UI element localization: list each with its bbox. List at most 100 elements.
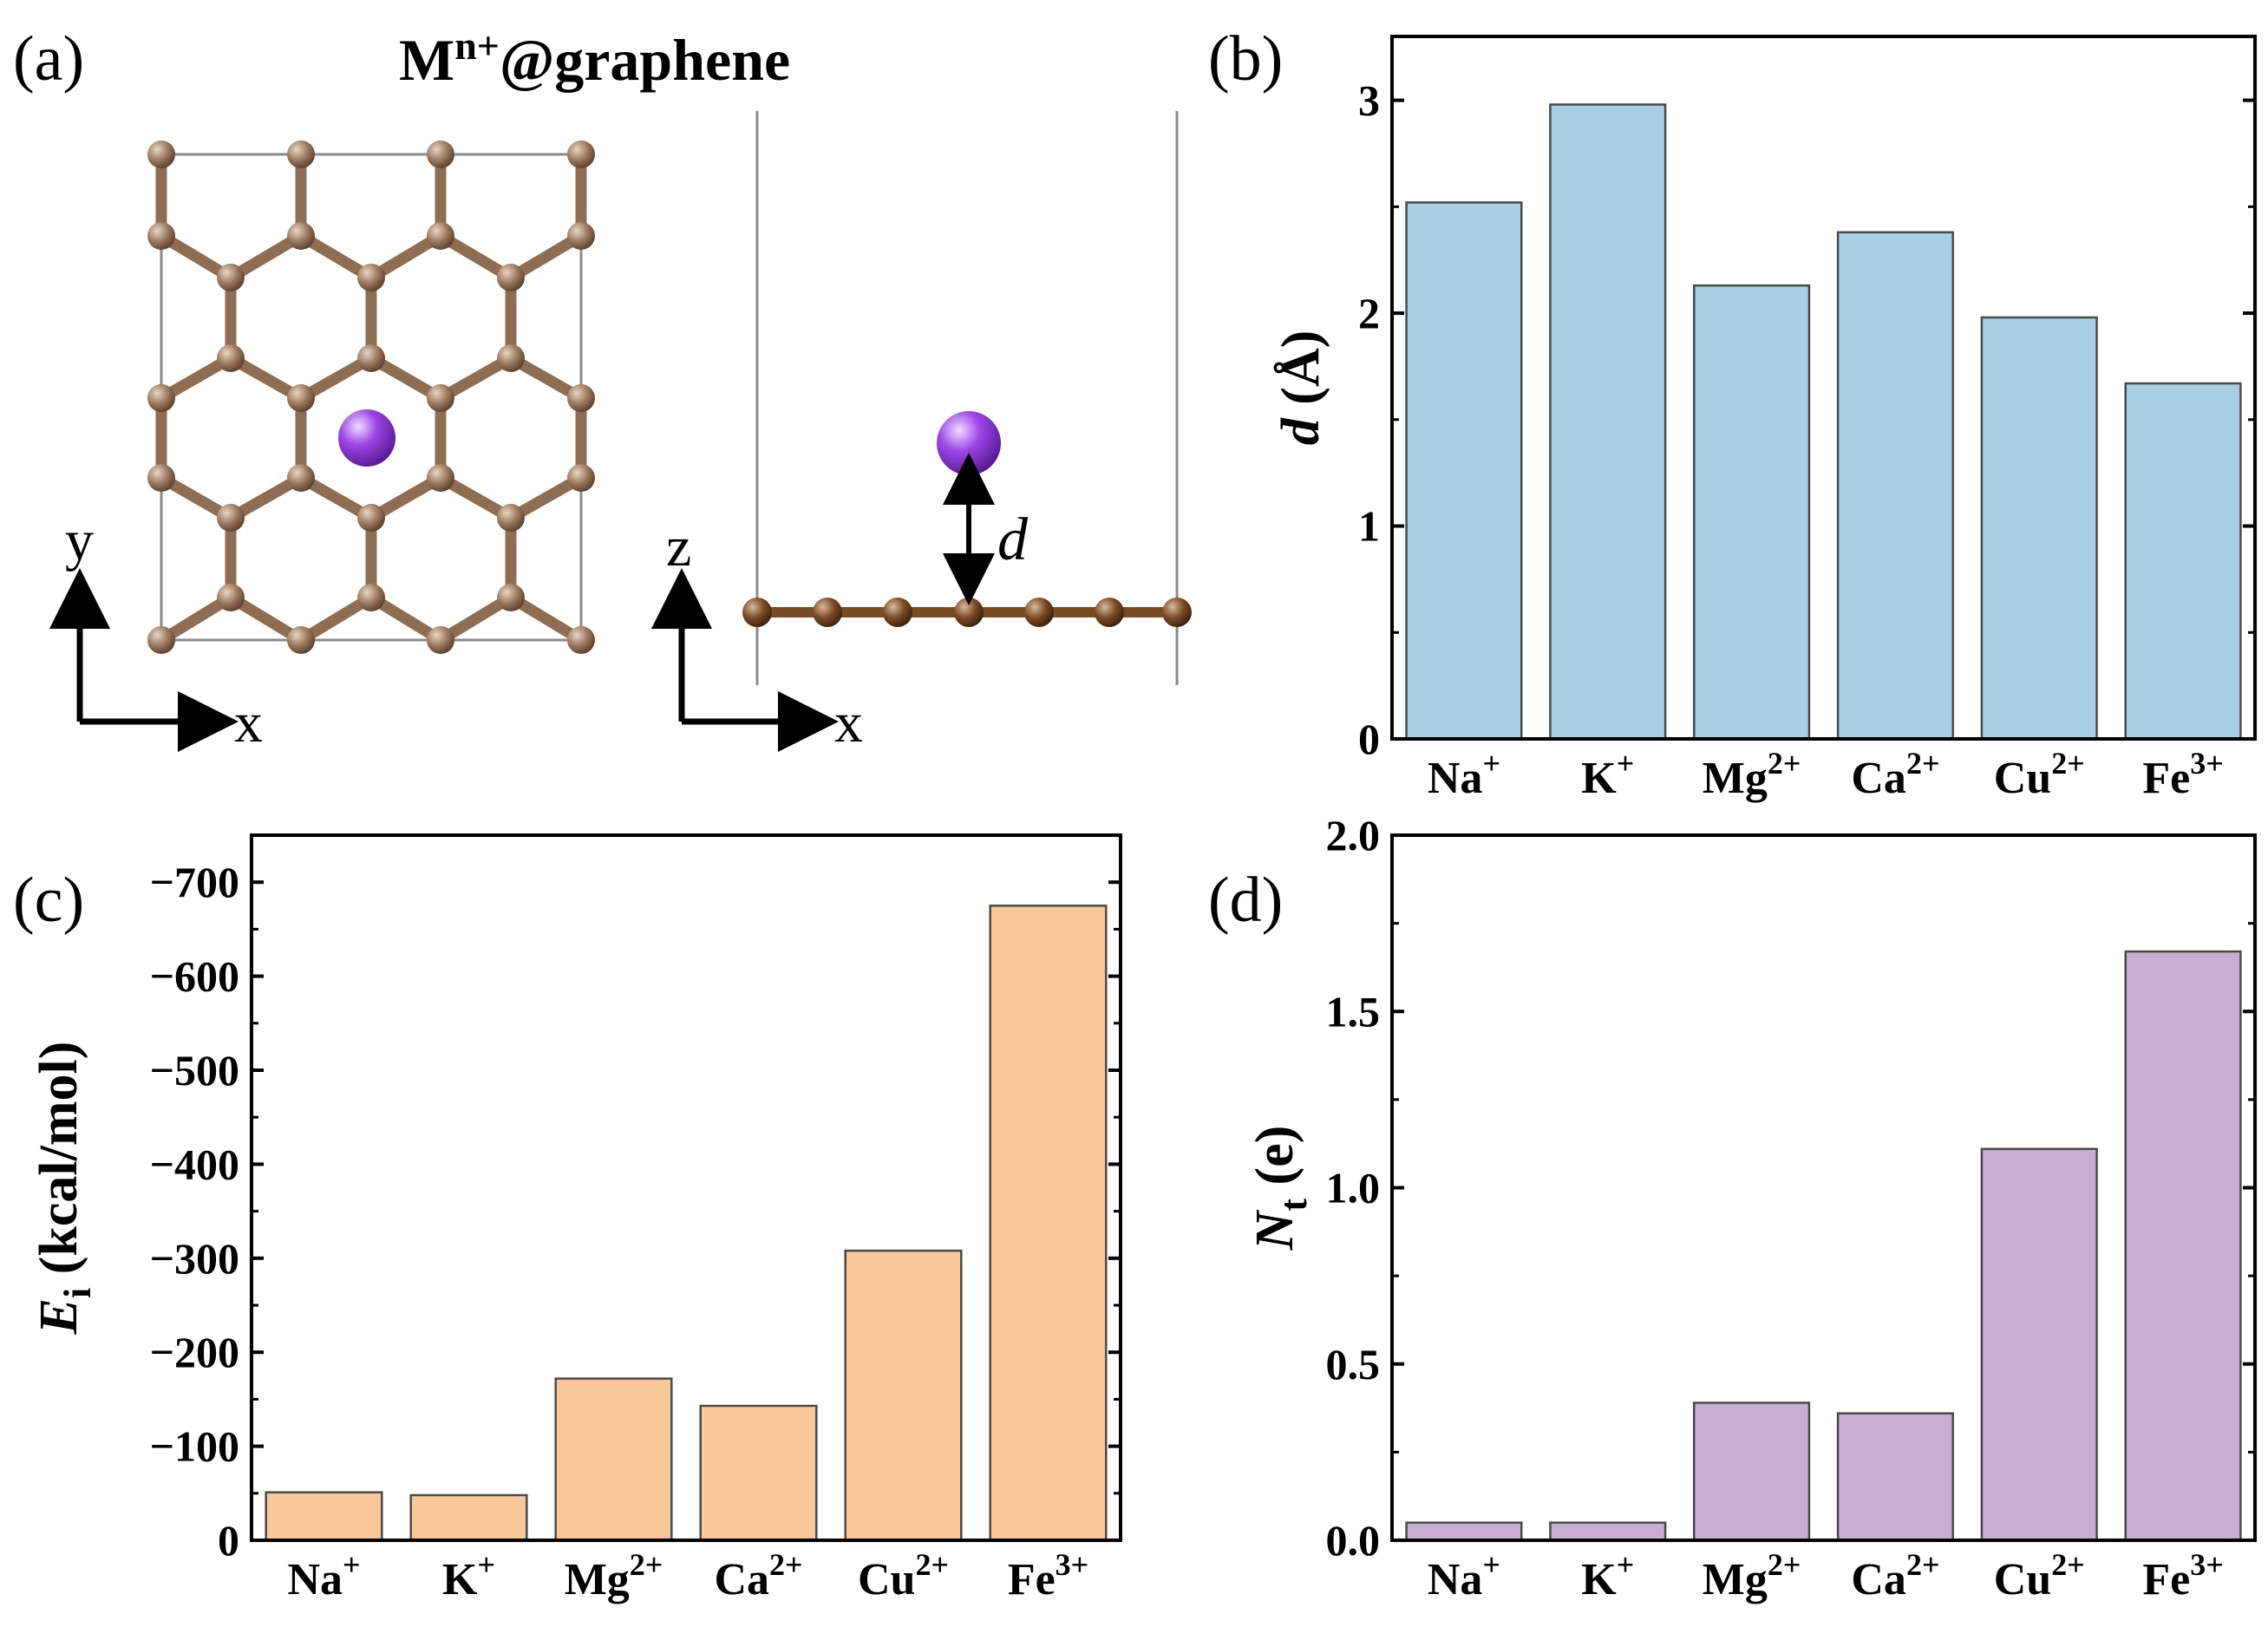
metal-ion-side [937, 411, 1001, 475]
side-carbon-atom [1024, 598, 1054, 627]
carbon-atom [427, 384, 454, 412]
bar-fe [2124, 382, 2242, 741]
y-tick-label: −600 [150, 952, 240, 1001]
x-tick-label: Na+ [287, 1547, 360, 1604]
carbon-atom [287, 464, 315, 492]
carbon-atom [147, 140, 175, 168]
bar-ca [1836, 231, 1954, 741]
y-tick-label: 1.0 [1326, 1164, 1381, 1212]
bar-k [1549, 1521, 1667, 1542]
carbon-atom [287, 626, 315, 654]
x-tick-label: Ca2+ [714, 1547, 802, 1604]
carbon-atom [357, 504, 385, 532]
top-view-axes: y x [49, 509, 263, 755]
plot-frame [1390, 35, 2257, 741]
bar-na [1405, 1521, 1523, 1542]
y-tick-label: 0 [1358, 715, 1380, 763]
chart-b: 0 1 2 3 Na+ K+ Mg2+ Ca2+ Cu2+ Fe3+ d (Å) [1271, 35, 2257, 803]
bar-cu [844, 1249, 963, 1542]
y-tick-label: 1.5 [1326, 987, 1381, 1036]
x-tick-label: K+ [442, 1547, 495, 1604]
carbon-atom [217, 264, 245, 291]
panel-d-label: (d) [1208, 865, 1283, 936]
panel-c-label: (c) [13, 865, 84, 936]
bar-k [409, 1493, 528, 1542]
y-tick-label: 3 [1358, 76, 1380, 125]
carbon-atom [567, 384, 595, 412]
y-tick-label: 0.5 [1326, 1340, 1381, 1389]
side-view-axes: z x [651, 515, 863, 755]
carbon-bonds [155, 148, 587, 646]
x-tick-label: Ca2+ [1851, 746, 1939, 803]
carbon-atom [217, 584, 245, 611]
x-tick-label: Na+ [1428, 1547, 1500, 1604]
side-carbon-atom [954, 598, 984, 627]
y-tick-label: −700 [150, 858, 240, 906]
carbon-atom [287, 222, 315, 250]
y-tick-label: −500 [150, 1046, 240, 1094]
carbon-atom [357, 584, 385, 611]
x-tick-label: Cu2+ [858, 1547, 949, 1604]
carbon-atom [497, 264, 525, 291]
x-tick-label: Mg2+ [1703, 746, 1801, 803]
x-tick-label: Fe3+ [2142, 1547, 2223, 1604]
y-tick-label: −300 [150, 1234, 240, 1283]
carbon-atom [497, 344, 525, 372]
x-tick-label: K+ [1581, 1547, 1634, 1604]
chart-c: 0 −100 −200 −300 −400 −500 −600 −700 Na+ K+ Mg2+ Ca… [29, 833, 1122, 1604]
chart-d: 0.0 0.5 1.0 1.5 2.0 Na+ K+ Mg2+ Ca2+ Cu2+ Fe3+ Nt (… [1245, 811, 2257, 1604]
carbon-atom [287, 140, 315, 168]
y-tick-label: −400 [150, 1140, 240, 1188]
side-carbon-atom [1095, 598, 1124, 627]
x-tick-label: Mg2+ [1703, 1547, 1801, 1604]
carbon-atom [147, 464, 175, 492]
carbon-atom [357, 344, 385, 372]
y-tick-label: 0.0 [1326, 1516, 1381, 1565]
carbon-atom [147, 222, 175, 250]
carbon-atom [427, 140, 454, 168]
bar-na [1405, 201, 1523, 741]
panel-b: (b) 0 1 2 3 Na+ K+ Mg2+ Ca2+ Cu2+ Fe3+ d (Å) [1208, 23, 2257, 803]
panel-a-label: (a) [13, 23, 84, 95]
side-carbon-atom [883, 598, 912, 627]
graphene-top-view [147, 140, 595, 654]
carbon-atom [427, 222, 454, 250]
carbon-atom [427, 626, 454, 654]
panel-a-title: Mn+@graphene [399, 23, 790, 93]
x-tick-label: K+ [1581, 746, 1634, 803]
y-axis-label: Nt (e) [1245, 1126, 1315, 1251]
panel-a: (a) Mn+@graphene y x d [13, 23, 1192, 755]
axis-x-label: x [234, 691, 263, 755]
bar-ca [699, 1404, 818, 1542]
carbon-atom [567, 222, 595, 250]
distance-label: d [997, 506, 1029, 573]
plot-frame [250, 833, 1122, 1542]
carbon-atom [217, 344, 245, 372]
x-tick-label: Cu2+ [1994, 1547, 2085, 1604]
x-tick-label: Mg2+ [565, 1547, 663, 1604]
bar-mg [1693, 1402, 1811, 1542]
side-carbon-atom [1162, 598, 1192, 627]
x-tick-label: Fe3+ [1008, 1547, 1088, 1604]
carbon-atom [427, 464, 454, 492]
bar-fe [2124, 950, 2242, 1542]
carbon-atom [147, 626, 175, 654]
y-tick-label: −200 [150, 1328, 240, 1376]
x-tick-label: Cu2+ [1994, 746, 2085, 803]
carbon-atom [217, 504, 245, 532]
side-carbon-atom [813, 598, 842, 627]
side-carbon-atom [742, 598, 772, 627]
carbon-atom [567, 140, 595, 168]
y-axis-label: Ei (kcal/mol) [29, 1042, 99, 1336]
carbon-atom [497, 504, 525, 532]
bar-na [265, 1491, 383, 1542]
carbon-atom [567, 464, 595, 492]
y-tick-label: −100 [150, 1422, 240, 1471]
axis-x-label-side: x [834, 691, 863, 755]
carbon-atom [357, 264, 385, 291]
bar-mg [1693, 284, 1811, 741]
x-tick-label: Na+ [1428, 746, 1500, 803]
carbon-atoms [147, 140, 595, 654]
carbon-atom [287, 384, 315, 412]
metal-ion-top [338, 409, 395, 467]
